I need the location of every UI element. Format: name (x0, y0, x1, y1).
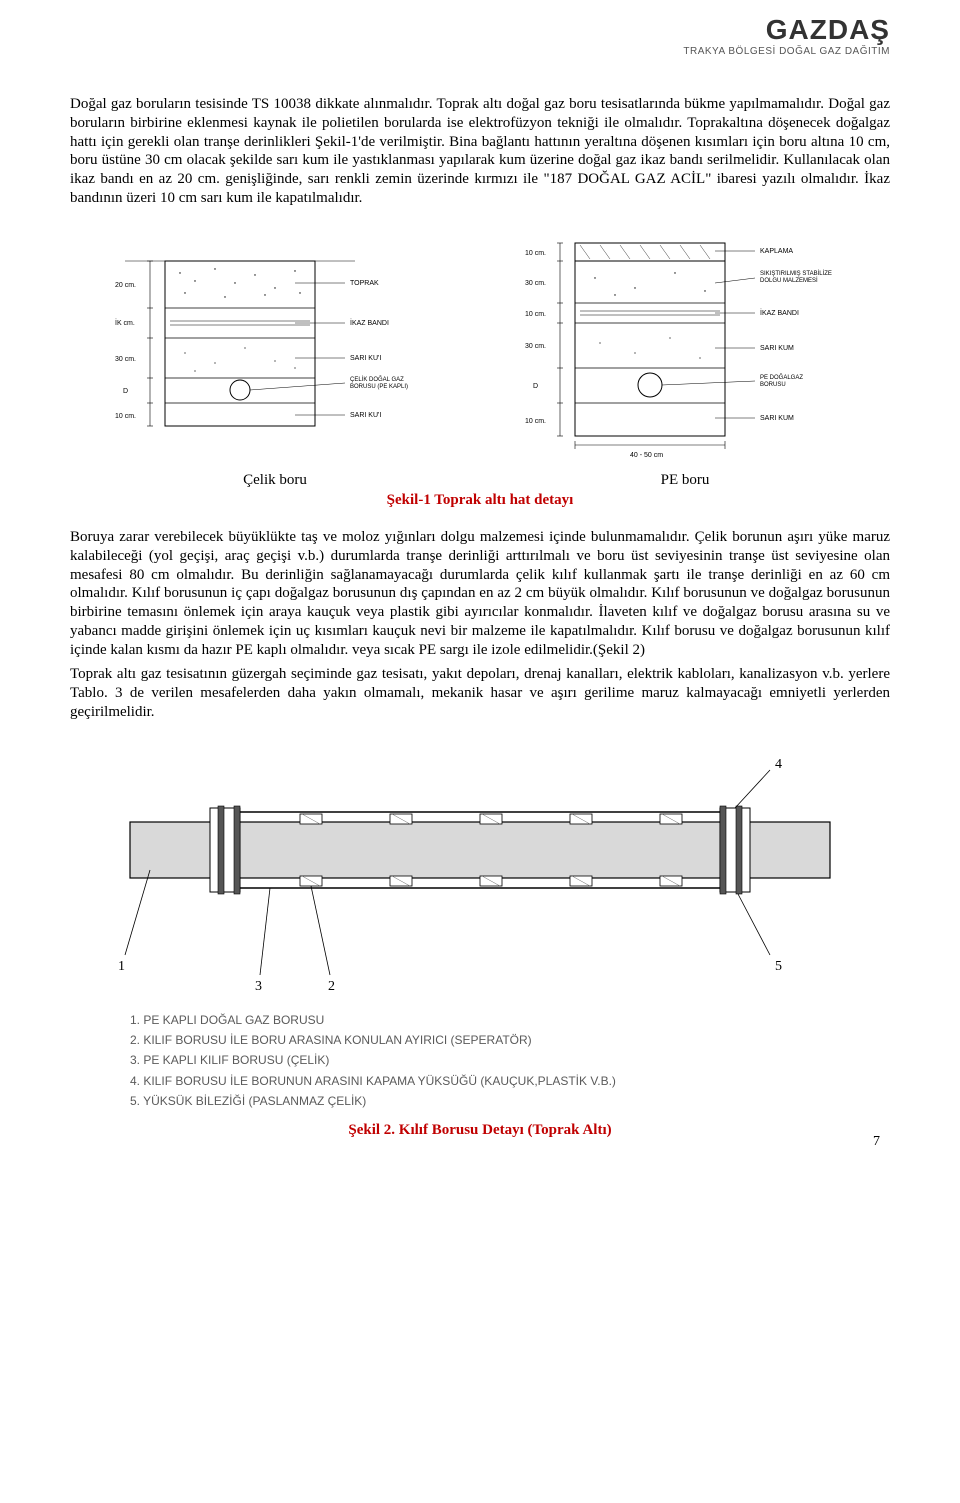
fig1r-bottomdim: 40 - 50 cm (630, 452, 663, 459)
header-logo: GAZDAŞ TRAKYA BÖLGESİ DOĞAL GAZ DAĞITIM (683, 15, 890, 57)
fig1-left-caption: Çelik boru (95, 471, 455, 490)
body-paragraph-2: Boruya zarar verebilecek büyüklükte taş … (70, 528, 890, 659)
fig2-callout-3: 3 (255, 979, 262, 994)
fig1l-dim-2: 30 cm. (115, 356, 136, 363)
legend-item-1: 1. PE KAPLI DOĞAL GAZ BORUSU (130, 1010, 890, 1030)
page-number: 7 (873, 1133, 880, 1151)
fig1r-dim-1: 30 cm. (525, 280, 546, 287)
brand-name: GAZDAŞ (683, 15, 890, 46)
fig1r-dim-4: D (533, 383, 538, 390)
legend-item-4: 4. KILIF BORUSU İLE BORUNUN ARASINI KAPA… (130, 1071, 890, 1091)
figure1-right: 40 - 50 cm 10 cm. 30 cm. 10 cm. 30 cm. D… (505, 233, 865, 463)
fig2-callout-1: 1 (118, 959, 125, 974)
fig1l-lab-0: TOPRAK (350, 280, 379, 287)
fig1l-lab-4: SARI KU'I (350, 412, 381, 419)
fig2-callout-4: 4 (775, 757, 782, 772)
fig1l-dim-3: D (123, 388, 128, 395)
fig1l-dim-4: 10 cm. (115, 413, 136, 420)
fig1r-lab-3: SARI KUM (760, 345, 794, 352)
figure2: 1 2 3 4 5 (70, 740, 890, 1000)
legend-item-3: 3. PE KAPLI KILIF BORUSU (ÇELİK) (130, 1050, 890, 1070)
figure2-legend: 1. PE KAPLI DOĞAL GAZ BORUSU 2. KILIF BO… (130, 1010, 890, 1112)
figure1-title: Şekil-1 Toprak altı hat detayı (70, 491, 890, 510)
fig1r-lab-4: PE DOĞALGAZ BORUSU (760, 374, 805, 388)
legend-item-5: 5. YÜKSÜK BİLEZİĞİ (PASLANMAZ ÇELİK) (130, 1091, 890, 1111)
fig1l-lab-1: İKAZ BANDI (350, 318, 389, 327)
fig1r-lab-5: SARI KUM (760, 415, 794, 422)
fig1r-lab-0: KAPLAMA (760, 248, 793, 255)
body-paragraph-1: Doğal gaz boruların tesisinde TS 10038 d… (70, 95, 890, 208)
figure2-title: Şekil 2. Kılıf Borusu Detayı (Toprak Alt… (70, 1121, 890, 1140)
fig2-callout-2: 2 (328, 979, 335, 994)
fig1l-lab-2: SARI KU'I (350, 355, 381, 362)
fig1r-dim-2: 10 cm. (525, 311, 546, 318)
fig1l-lab-3: ÇELİK DOĞAL GAZ BORUSU (PE KAPLI) (350, 376, 408, 390)
brand-subtitle: TRAKYA BÖLGESİ DOĞAL GAZ DAĞITIM (683, 46, 890, 57)
fig1l-dim-1: İK cm. (115, 318, 135, 327)
figure1-row: 20 cm. İK cm. 30 cm. D 10 cm. TOPRAK İKA… (70, 233, 890, 463)
figure1-captions: Çelik boru PE boru (70, 471, 890, 490)
fig1r-lab-2: İKAZ BANDI (760, 308, 799, 317)
fig1r-lab-1: SIKIŞTIRILMIŞ STABİLİZE DOLGU MALZEMESİ (760, 270, 834, 284)
fig2-callout-5: 5 (775, 959, 782, 974)
fig1l-dim-0: 20 cm. (115, 282, 136, 289)
legend-item-2: 2. KILIF BORUSU İLE BORU ARASINA KONULAN… (130, 1030, 890, 1050)
fig1r-dim-0: 10 cm. (525, 250, 546, 257)
fig1-right-caption: PE boru (505, 471, 865, 490)
body-paragraph-3: Toprak altı gaz tesisatının güzergah seç… (70, 665, 890, 721)
fig1r-dim-5: 10 cm. (525, 418, 546, 425)
figure1-left: 20 cm. İK cm. 30 cm. D 10 cm. TOPRAK İKA… (95, 233, 455, 463)
fig1r-dim-3: 30 cm. (525, 343, 546, 350)
